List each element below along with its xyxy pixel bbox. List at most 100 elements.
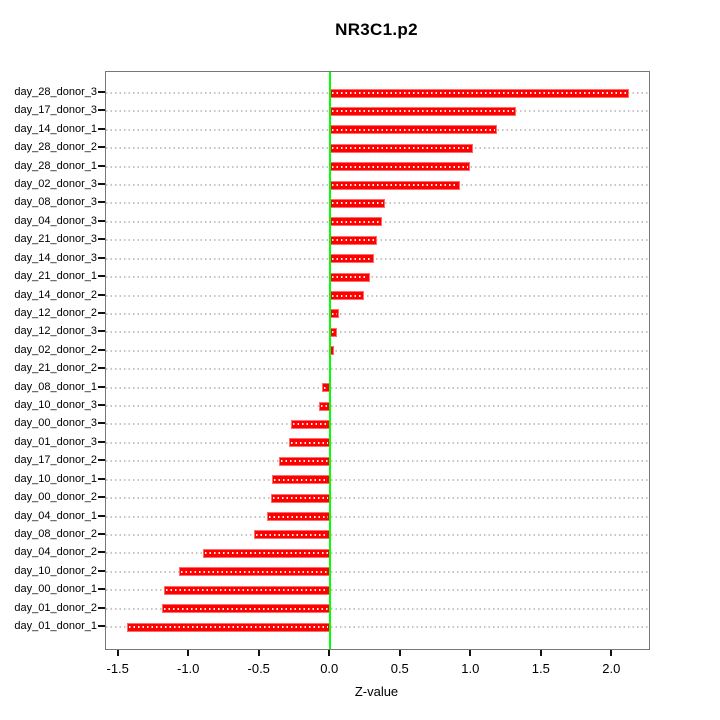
grid-line: [106, 533, 649, 536]
grid-line: [106, 294, 649, 297]
bar: [330, 162, 470, 172]
y-axis-tick: [98, 440, 105, 443]
bar-dot-pattern: [181, 570, 329, 573]
y-tick-label: day_28_donor_1: [14, 159, 97, 172]
bar-dot-pattern: [332, 239, 375, 242]
y-axis-tick: [98, 109, 105, 112]
grid-line: [106, 312, 649, 315]
y-tick-label: day_14_donor_1: [14, 122, 97, 135]
bar-dot-pattern: [291, 441, 329, 444]
grid-line: [106, 626, 649, 628]
bar-dot-pattern: [332, 165, 468, 168]
y-axis-tick: [98, 606, 105, 609]
bar-dot-pattern: [332, 184, 458, 187]
bar: [330, 198, 386, 208]
bar: [254, 530, 331, 540]
x-tick-label: 0.0: [320, 661, 339, 676]
bar: [330, 291, 365, 301]
grid-line: [106, 276, 649, 279]
y-axis-tick: [98, 127, 105, 130]
y-tick-label: day_01_donor_2: [14, 601, 97, 614]
grid-line: [106, 607, 649, 610]
y-axis-tick: [98, 404, 105, 407]
chart-title: NR3C1.p2: [335, 20, 418, 39]
y-tick-label: day_01_donor_1: [14, 620, 97, 632]
bar: [289, 438, 331, 448]
x-axis-title: Z-value: [354, 684, 399, 699]
x-tick-label: -0.5: [247, 661, 270, 676]
y-tick-label: day_00_donor_2: [14, 491, 97, 504]
x-axis-tick: [610, 649, 613, 656]
y-axis-tick: [98, 422, 105, 425]
y-axis-tick: [98, 293, 105, 296]
y-tick-label: day_21_donor_3: [14, 233, 97, 246]
y-tick-label: day_04_donor_3: [14, 214, 97, 227]
y-axis-tick: [98, 330, 105, 333]
grid-line: [106, 368, 649, 371]
grid-line: [106, 441, 649, 444]
bar-dot-pattern: [332, 202, 384, 205]
y-axis-tick: [98, 477, 105, 480]
bar-dot-pattern: [274, 478, 329, 481]
grid-line: [106, 570, 649, 573]
y-tick-label: day_12_donor_3: [14, 325, 97, 338]
y-axis-tick: [98, 146, 105, 149]
grid-line: [106, 497, 649, 500]
bar-dot-pattern: [256, 533, 329, 536]
y-tick-label: day_02_donor_2: [14, 343, 97, 356]
bar: [203, 548, 331, 558]
y-axis-tick: [98, 91, 105, 93]
bar: [330, 272, 370, 282]
bar: [330, 180, 460, 190]
bar-dot-pattern: [281, 460, 329, 463]
y-axis-tick: [98, 183, 105, 186]
grid-line: [106, 257, 649, 260]
zero-reference-line: [329, 72, 332, 649]
y-tick-label: day_10_donor_1: [14, 472, 97, 485]
y-tick-label: day_02_donor_3: [14, 178, 97, 191]
y-tick-label: day_08_donor_1: [14, 380, 97, 393]
x-tick-label: 1.5: [531, 661, 550, 676]
y-axis-tick: [98, 367, 105, 370]
x-axis-tick: [187, 649, 190, 656]
y-axis-tick: [98, 514, 105, 517]
bar-dot-pattern: [273, 497, 329, 500]
x-axis-tick: [539, 649, 542, 656]
y-tick-label: day_04_donor_2: [14, 546, 97, 559]
x-tick-label: 2.0: [602, 661, 621, 676]
grid-line: [106, 349, 649, 352]
y-axis-tick: [98, 256, 105, 259]
bar: [163, 585, 331, 595]
bar-dot-pattern: [320, 405, 329, 408]
y-axis-tick: [98, 275, 105, 278]
y-axis-tick: [98, 588, 105, 591]
grid-line: [106, 515, 649, 518]
y-axis-tick: [98, 496, 105, 499]
y-tick-label: day_21_donor_2: [14, 362, 97, 375]
y-tick-label: day_28_donor_3: [14, 86, 97, 98]
bar-dot-pattern: [332, 128, 495, 131]
grid-line: [106, 386, 649, 389]
bar: [271, 493, 331, 503]
bar-dot-pattern: [323, 386, 329, 389]
grid-line: [106, 331, 649, 334]
y-tick-label: day_17_donor_3: [14, 104, 97, 117]
y-axis-tick: [98, 625, 105, 627]
y-axis-tick: [98, 348, 105, 351]
bar-dot-pattern: [332, 92, 628, 94]
bar-dot-pattern: [332, 220, 381, 223]
y-tick-label: day_17_donor_2: [14, 454, 97, 467]
y-tick-label: day_14_donor_2: [14, 288, 97, 301]
y-tick-label: day_14_donor_3: [14, 251, 97, 264]
y-axis-tick: [98, 459, 105, 462]
x-axis-tick: [257, 649, 260, 656]
y-axis-tick: [98, 532, 105, 535]
x-axis-tick: [469, 649, 472, 656]
grid-line: [106, 589, 649, 592]
plot-area: [105, 71, 650, 650]
y-axis-tick: [98, 219, 105, 222]
y-tick-label: day_10_donor_2: [14, 564, 97, 577]
bar-dot-pattern: [129, 626, 329, 628]
bar-dot-pattern: [332, 110, 515, 113]
y-axis-tick: [98, 201, 105, 204]
